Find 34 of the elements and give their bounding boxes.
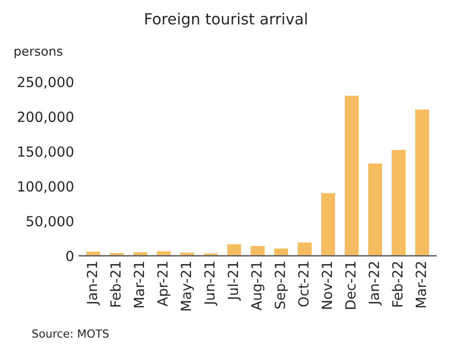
chart-title: Foreign tourist arrival — [145, 12, 307, 28]
x-tick-label: Oct-21 — [298, 262, 309, 307]
y-tick-label: 50,000 — [26, 216, 74, 228]
bar — [414, 108, 430, 256]
bar — [390, 148, 407, 256]
source-note: Source: MOTS — [32, 329, 109, 338]
x-tick-label: Nov-21 — [322, 262, 332, 309]
bar — [249, 244, 266, 256]
x-tick-label: Jul-21 — [227, 262, 241, 301]
x-tick-label: Jan-22 — [368, 262, 382, 306]
x-tick-label: Apr-21 — [157, 262, 170, 306]
y-tick-label: 0 — [66, 250, 74, 262]
x-tick-label: Aug-21 — [251, 262, 264, 310]
x-tick-label: Feb-21 — [110, 262, 121, 307]
x-tick-label: Dec-21 — [345, 262, 356, 309]
y-tick-label: 200,000 — [18, 112, 74, 124]
y-tick-label: 150,000 — [18, 146, 74, 158]
bar — [366, 162, 384, 256]
x-tick-label: May-21 — [180, 262, 194, 310]
y-tick-label: 100,000 — [18, 181, 74, 194]
y-tick-label: 250,000 — [18, 76, 74, 89]
x-tick-label: Feb-22 — [392, 262, 403, 307]
y-axis-title: persons — [14, 48, 62, 58]
x-tick-label: Jan-21 — [86, 262, 100, 306]
bar — [84, 250, 102, 256]
x-tick-label: Jun-21 — [204, 262, 218, 306]
bar — [296, 241, 313, 256]
x-tick-label: Mar-22 — [416, 262, 426, 308]
x-tick-label: Sep-21 — [274, 262, 288, 309]
bar — [226, 242, 242, 256]
bar — [320, 192, 336, 256]
x-tick-label: Mar-21 — [134, 262, 144, 308]
bar — [343, 94, 360, 256]
bar — [272, 247, 290, 256]
